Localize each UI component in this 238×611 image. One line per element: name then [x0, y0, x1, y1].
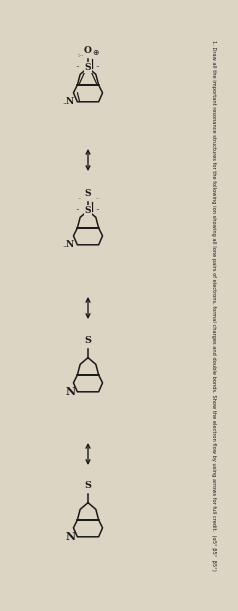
Text: ··: ··	[96, 207, 100, 213]
Text: ··: ··	[62, 101, 67, 107]
Text: N: N	[65, 532, 75, 543]
Text: ··: ··	[95, 196, 99, 201]
Text: S: S	[85, 189, 91, 198]
Text: O: O	[84, 46, 92, 54]
Text: :··: :··	[77, 53, 83, 58]
Text: ··: ··	[62, 244, 67, 250]
Text: S: S	[84, 335, 91, 345]
Text: S: S	[85, 63, 91, 72]
Text: ··: ··	[77, 196, 81, 201]
Text: S: S	[84, 481, 91, 489]
Text: ··: ··	[76, 64, 80, 70]
Text: N: N	[65, 97, 73, 106]
Text: ⊕: ⊕	[92, 48, 98, 57]
Text: ··: ··	[76, 207, 80, 213]
Text: N: N	[65, 240, 73, 249]
Text: N: N	[65, 386, 75, 397]
Text: 1. Draw all the important resonance structures for the following ion showing all: 1. Draw all the important resonance stru…	[210, 40, 216, 571]
Text: S: S	[85, 206, 91, 215]
Text: ··: ··	[96, 64, 100, 70]
